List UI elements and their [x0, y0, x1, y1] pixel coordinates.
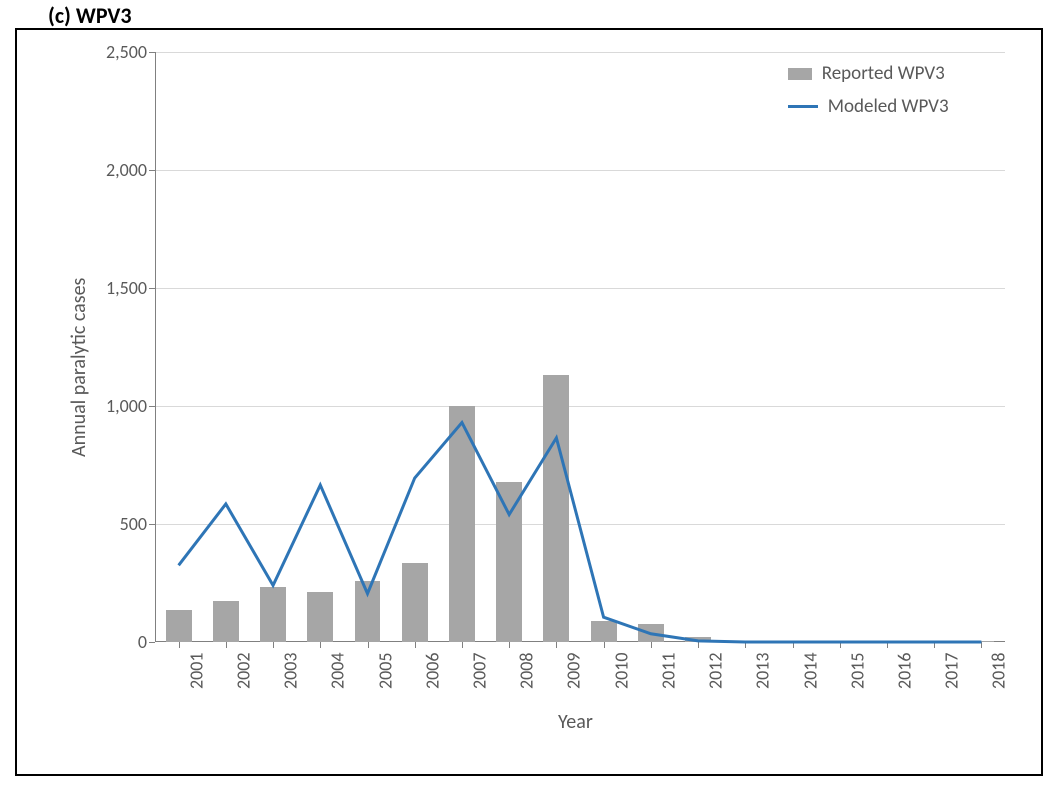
x-tick-label: 2007	[468, 653, 490, 690]
x-tick-label: 2002	[232, 653, 254, 690]
x-tick-label: 2014	[799, 653, 821, 690]
x-tick-label: 2015	[846, 653, 868, 690]
x-tick-label: 2003	[279, 653, 301, 690]
y-tick-label: 500	[120, 513, 155, 535]
x-tick-label: 2008	[515, 653, 537, 690]
chart-frame: 0 500 1,000 1,500 2,000 2,500 2001 2002 2003 2004…	[15, 28, 1043, 776]
x-tick-label: 2012	[704, 653, 726, 690]
x-tick-mark	[179, 642, 180, 648]
x-tick-mark	[368, 642, 369, 648]
x-tick-mark	[415, 642, 416, 648]
x-tick-mark	[651, 642, 652, 648]
y-tick-label: 1,500	[106, 277, 155, 299]
x-tick-label: 2017	[940, 653, 962, 690]
x-tick-label: 2004	[327, 653, 349, 690]
x-tick-mark	[981, 642, 982, 648]
panel-label: (c) WPV3	[48, 2, 132, 29]
x-tick-mark	[556, 642, 557, 648]
x-tick-label: 2005	[374, 653, 396, 690]
y-tick-label: 0	[138, 631, 155, 653]
x-tick-label: 2001	[185, 653, 207, 690]
y-tick-label: 2,500	[106, 41, 155, 63]
x-tick-label: 2016	[893, 653, 915, 690]
x-tick-mark	[604, 642, 605, 648]
x-tick-mark	[698, 642, 699, 648]
x-tick-label: 2013	[752, 653, 774, 690]
legend: Reported WPV3 Modeled WPV3	[788, 62, 949, 118]
x-tick-mark	[226, 642, 227, 648]
x-tick-mark	[320, 642, 321, 648]
legend-item-reported: Reported WPV3	[788, 62, 949, 85]
x-tick-label: 2018	[988, 653, 1010, 690]
legend-swatch-icon	[788, 68, 812, 80]
x-axis-title: Year	[558, 710, 593, 734]
x-tick-mark	[273, 642, 274, 648]
y-tick-label: 1,000	[106, 395, 155, 417]
x-tick-label: 2006	[421, 653, 443, 690]
legend-item-modeled: Modeled WPV3	[788, 95, 949, 118]
x-tick-label: 2010	[610, 653, 632, 690]
x-tick-mark	[509, 642, 510, 648]
x-tick-label: 2009	[563, 653, 585, 690]
y-axis-title: Annual paralytic cases	[67, 278, 91, 457]
legend-line-icon	[788, 105, 818, 108]
legend-label-reported: Reported WPV3	[822, 62, 945, 85]
legend-label-modeled: Modeled WPV3	[828, 95, 949, 118]
line-series	[155, 52, 1005, 642]
plot-area: 05001,0001,5002,0002,5002001200220032004…	[155, 52, 1005, 642]
y-tick-label: 2,000	[106, 159, 155, 181]
x-tick-label: 2011	[657, 653, 679, 690]
x-tick-mark	[462, 642, 463, 648]
